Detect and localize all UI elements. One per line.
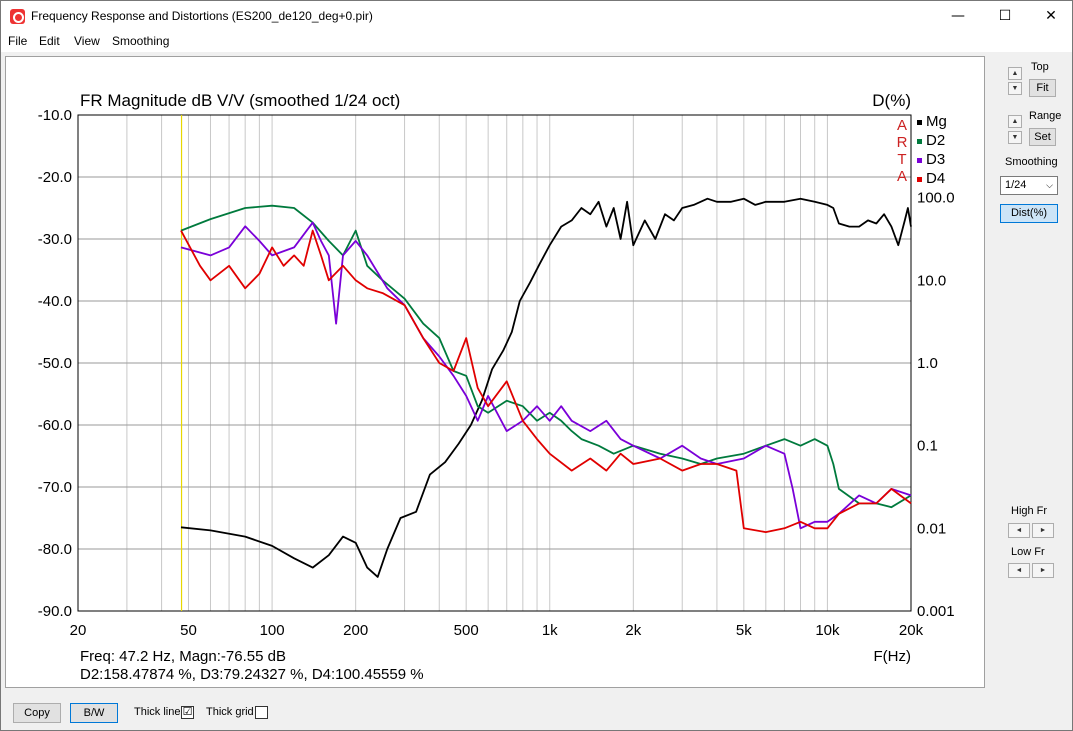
series-line-d3 xyxy=(180,221,912,530)
right-control-panel: ▲ ▼ Top Fit ▲ ▼ Range Set Smoothing 1/24… xyxy=(991,56,1071,656)
low-fr-left-spin[interactable]: ◄ xyxy=(1008,563,1030,578)
y-tick-label: -70.0 xyxy=(38,479,72,496)
y-tick-label: -80.0 xyxy=(38,541,72,558)
y-tick-label: -20.0 xyxy=(38,169,72,186)
menu-view[interactable]: View xyxy=(74,34,100,48)
y-tick-label: -60.0 xyxy=(38,417,72,434)
fit-button[interactable]: Fit xyxy=(1029,79,1056,97)
legend-label-mg: Mg xyxy=(926,113,947,130)
legend-swatch xyxy=(917,158,922,163)
y-tick-label: -30.0 xyxy=(38,231,72,248)
series-line-d4 xyxy=(180,229,912,534)
close-button[interactable]: ✕ xyxy=(1045,8,1057,24)
y-tick-label: -40.0 xyxy=(38,293,72,310)
right-axis-label: D(%) xyxy=(872,91,911,110)
y2-tick-label: 0.01 xyxy=(917,520,946,537)
legend-swatch xyxy=(917,139,922,144)
x-tick-label: 2k xyxy=(625,622,641,639)
x-tick-label: 100 xyxy=(260,622,285,639)
legend-swatch xyxy=(917,177,922,182)
range-down-spin[interactable]: ▼ xyxy=(1008,131,1022,144)
y2-tick-label: 0.1 xyxy=(917,438,938,455)
y2-tick-label: 10.0 xyxy=(917,272,946,289)
title-bar: Frequency Response and Distortions (ES20… xyxy=(1,1,1072,32)
high-fr-label: High Fr xyxy=(1011,505,1048,517)
x-tick-label: 20 xyxy=(70,622,87,639)
menu-smoothing[interactable]: Smoothing xyxy=(112,34,170,48)
menu-edit[interactable]: Edit xyxy=(39,34,60,48)
y-tick-label: -10.0 xyxy=(38,107,72,124)
copy-button[interactable]: Copy xyxy=(13,703,61,723)
x-axis-label: F(Hz) xyxy=(874,648,912,665)
cursor-readout-distortion: D2:158.47874 %, D3:79.24327 %, D4:100.45… xyxy=(80,666,424,683)
x-tick-label: 1k xyxy=(542,622,558,639)
maximize-button[interactable]: ☐ xyxy=(998,8,1012,24)
low-fr-label: Low Fr xyxy=(1011,546,1045,558)
thick-line-checkbox[interactable]: ☑ xyxy=(181,706,194,719)
range-up-spin[interactable]: ▲ xyxy=(1008,115,1022,128)
x-tick-label: 5k xyxy=(736,622,752,639)
bw-button[interactable]: B/W xyxy=(70,703,118,723)
plot-area[interactable]: FR Magnitude dB V/V (smoothed 1/24 oct) D… xyxy=(5,56,985,688)
bottom-toolbar: Copy B/W Thick line ☑ Thick grid xyxy=(1,691,1072,731)
x-tick-label: 200 xyxy=(343,622,368,639)
top-down-spin[interactable]: ▼ xyxy=(1008,82,1022,95)
y2-tick-label: 1.0 xyxy=(917,355,938,372)
frequency-response-chart[interactable]: FR Magnitude dB V/V (smoothed 1/24 oct) D… xyxy=(6,57,984,687)
top-up-spin[interactable]: ▲ xyxy=(1008,67,1022,80)
plot-border xyxy=(77,114,912,612)
legend-label-d2: D2 xyxy=(926,132,945,149)
x-tick-label: 500 xyxy=(454,622,479,639)
arta-app-icon xyxy=(10,9,25,24)
chart-title: FR Magnitude dB V/V (smoothed 1/24 oct) xyxy=(80,91,400,110)
dist-percent-button[interactable]: Dist(%) xyxy=(1000,204,1058,223)
thick-grid-label: Thick grid xyxy=(206,706,254,718)
thick-grid-checkbox[interactable] xyxy=(255,706,268,719)
menu-file[interactable]: File xyxy=(8,34,28,48)
high-fr-left-spin[interactable]: ◄ xyxy=(1008,523,1030,538)
y-tick-label: -50.0 xyxy=(38,355,72,372)
window-title: Frequency Response and Distortions (ES20… xyxy=(31,9,373,23)
cursor-readout-magnitude: Freq: 47.2 Hz, Magn:-76.55 dB xyxy=(80,648,286,665)
smoothing-select[interactable]: 1/24 ⌵ xyxy=(1000,176,1058,195)
series-line-d2 xyxy=(180,204,912,509)
x-tick-label: 50 xyxy=(180,622,197,639)
legend-label-d3: D3 xyxy=(926,151,945,168)
arta-watermark-letter: A xyxy=(897,117,907,134)
y2-tick-label: 100.0 xyxy=(917,190,955,207)
series-line-mg xyxy=(180,197,912,578)
menu-bar: File Edit View Smoothing xyxy=(1,32,1072,52)
legend-label-d4: D4 xyxy=(926,170,945,187)
arta-watermark-letter: R xyxy=(897,134,908,151)
high-fr-right-spin[interactable]: ► xyxy=(1032,523,1054,538)
range-label: Range xyxy=(1029,110,1062,122)
y-tick-label: -90.0 xyxy=(38,603,72,620)
chevron-down-icon: ⌵ xyxy=(1046,180,1053,190)
thick-line-label: Thick line xyxy=(134,706,181,718)
x-tick-label: 20k xyxy=(899,622,924,639)
y2-tick-label: 0.001 xyxy=(917,603,955,620)
legend-swatch xyxy=(917,120,922,125)
set-button[interactable]: Set xyxy=(1029,128,1056,146)
x-tick-label: 10k xyxy=(815,622,840,639)
smoothing-value: 1/24 xyxy=(1005,179,1027,191)
top-label: Top xyxy=(1031,61,1049,73)
low-fr-right-spin[interactable]: ► xyxy=(1032,563,1054,578)
arta-watermark-letter: A xyxy=(897,168,907,185)
minimize-button[interactable]: — xyxy=(951,8,965,24)
arta-watermark-letter: T xyxy=(897,151,906,168)
smoothing-label: Smoothing xyxy=(1005,156,1058,168)
